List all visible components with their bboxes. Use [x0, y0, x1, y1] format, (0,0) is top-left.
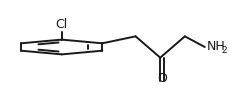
- Text: NH: NH: [207, 40, 225, 53]
- Text: 2: 2: [221, 46, 227, 55]
- Text: O: O: [157, 72, 167, 85]
- Text: Cl: Cl: [55, 18, 68, 31]
